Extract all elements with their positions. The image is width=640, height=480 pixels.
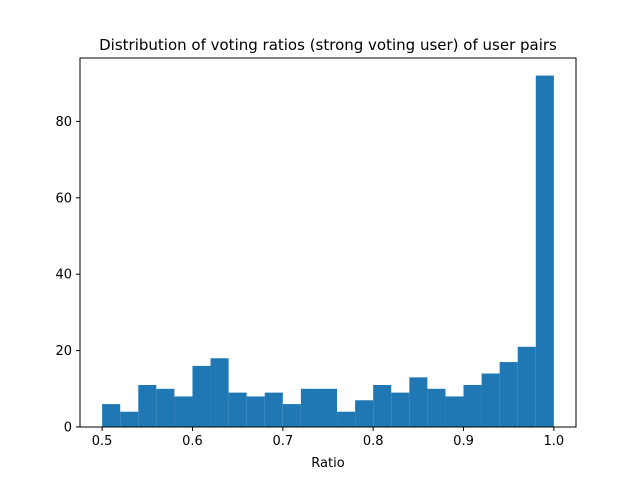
histogram-bar — [481, 373, 500, 427]
histogram-bar — [427, 388, 446, 427]
plot-frame — [79, 57, 577, 428]
x-tick-label: 1.0 — [544, 434, 565, 449]
y-tick-label: 60 — [55, 191, 72, 206]
histogram-bar — [264, 392, 283, 427]
histogram-bar — [337, 411, 356, 427]
histogram-bar — [517, 346, 536, 427]
bars-group — [102, 75, 554, 428]
x-tick-label: 0.7 — [272, 434, 293, 449]
histogram-bar — [373, 384, 392, 427]
histogram-bar — [535, 75, 554, 428]
histogram-bar — [445, 396, 464, 427]
x-tick-label: 0.5 — [92, 434, 113, 449]
y-tick-label: 80 — [55, 115, 72, 130]
x-tick-label: 0.8 — [363, 434, 384, 449]
histogram-bar — [192, 365, 211, 427]
histogram-bar — [210, 358, 229, 427]
y-tick-label: 20 — [55, 344, 72, 359]
histogram-bar — [300, 388, 319, 427]
histogram-bar — [246, 396, 265, 427]
x-axis-label: Ratio — [311, 456, 344, 471]
x-tick-label: 0.6 — [182, 434, 203, 449]
histogram-bar — [228, 392, 247, 427]
histogram-bar — [463, 384, 482, 427]
histogram-bar — [156, 388, 175, 427]
y-tick-label: 40 — [55, 268, 72, 283]
histogram-bar — [102, 404, 121, 427]
histogram-bar — [355, 400, 374, 427]
chart-title: Distribution of voting ratios (strong vo… — [99, 36, 557, 54]
histogram-bar — [120, 411, 139, 427]
histogram-bar — [318, 388, 338, 427]
histogram-bar — [409, 377, 428, 427]
histogram-bar — [499, 362, 518, 427]
histogram-bar — [138, 384, 157, 427]
y-tick-label: 0 — [64, 421, 72, 436]
axes-group: 0.5 0.6 0.7 0.8 0.9 1.0 0 20 40 60 80 — [55, 57, 577, 449]
histogram-bar — [391, 392, 410, 427]
histogram-bar — [282, 404, 301, 427]
histogram-bar — [174, 396, 193, 427]
x-tick-label: 0.9 — [453, 434, 474, 449]
